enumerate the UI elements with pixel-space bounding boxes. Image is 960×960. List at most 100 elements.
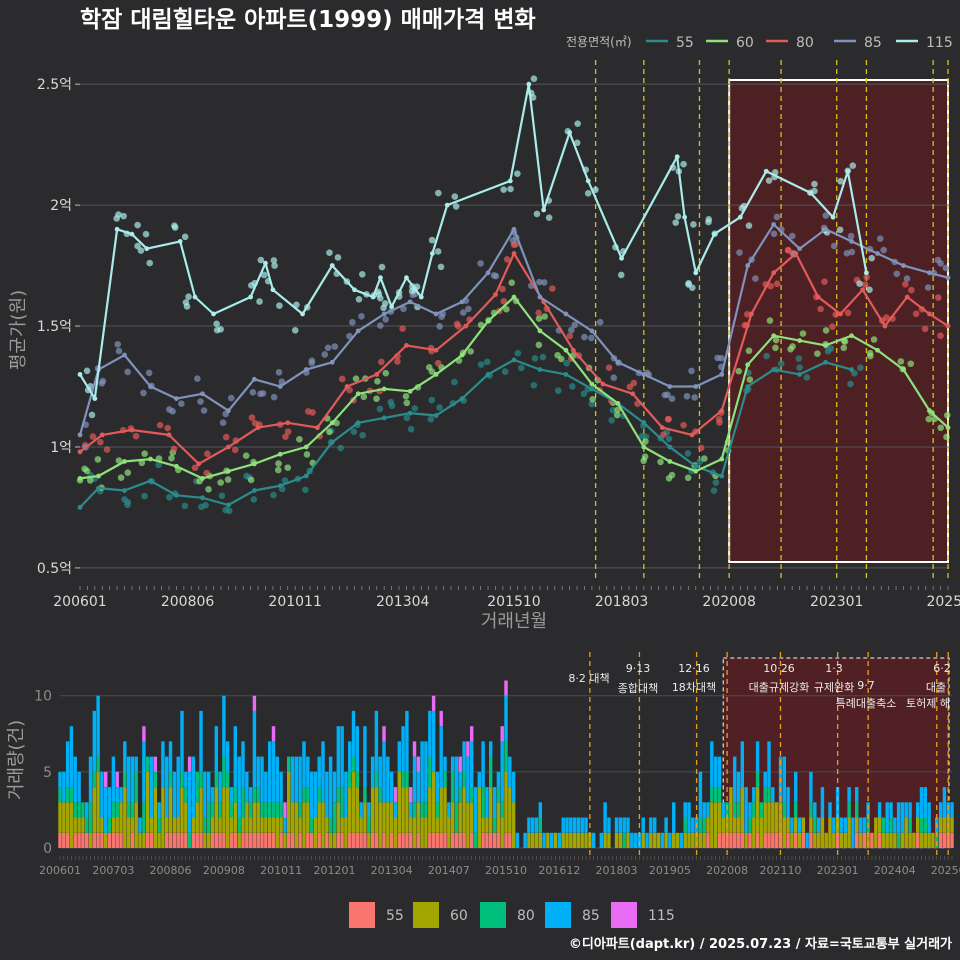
- bar-segment-60: [172, 817, 177, 833]
- bar-segment-80: [923, 817, 928, 833]
- bar-segment-55: [180, 832, 184, 848]
- line-marker: [277, 384, 283, 389]
- bar-segment-60: [820, 817, 825, 848]
- bar-segment-60: [694, 832, 699, 848]
- data-point: [358, 313, 365, 320]
- bar-segment-80: [168, 771, 173, 787]
- data-point: [857, 364, 864, 372]
- bar-segment-85: [290, 756, 295, 803]
- y-tick-label: 5: [43, 765, 52, 781]
- bar-segment-85: [797, 817, 802, 833]
- bar-segment-85: [321, 741, 325, 803]
- bar-segment-55: [260, 832, 264, 848]
- data-point: [535, 309, 542, 317]
- bar-segment-60: [450, 802, 455, 833]
- line-marker: [945, 323, 951, 329]
- bar-segment-60: [584, 832, 588, 848]
- data-point: [509, 237, 517, 244]
- data-point: [250, 496, 258, 503]
- line-marker: [96, 485, 101, 491]
- bar-segment-60: [919, 832, 924, 848]
- x-tick-label: 201304: [371, 864, 413, 877]
- line-marker: [433, 347, 439, 353]
- bar-segment-80: [443, 771, 447, 787]
- bar-segment-60: [264, 817, 268, 833]
- line-marker: [882, 323, 888, 329]
- bar-segment-115: [416, 756, 421, 772]
- bar-segment-85: [104, 787, 108, 833]
- legend-entry: 85: [864, 35, 882, 51]
- bar-segment-80: [142, 802, 146, 833]
- bar-segment-85: [481, 741, 485, 788]
- bar-segment-55: [725, 832, 729, 848]
- bar-segment-80: [435, 802, 440, 818]
- bar-segment-85: [904, 802, 908, 818]
- data-point: [334, 254, 342, 261]
- bar-segment-60: [123, 787, 127, 848]
- data-point: [382, 369, 390, 377]
- line-marker: [659, 425, 665, 431]
- bar-segment-60: [248, 817, 253, 833]
- bar-segment-60: [885, 832, 889, 848]
- bar-segment-60: [81, 817, 85, 833]
- bar-segment-60: [416, 802, 421, 833]
- line-marker: [370, 294, 376, 300]
- bar-segment-80: [115, 802, 119, 818]
- bar-segment-85: [645, 832, 649, 848]
- data-point: [124, 498, 132, 506]
- data-point: [467, 348, 474, 355]
- bar-segment-80: [424, 802, 428, 818]
- data-point: [197, 398, 204, 405]
- line-marker: [849, 238, 854, 244]
- bar-segment-60: [706, 817, 710, 833]
- data-point: [736, 249, 743, 256]
- data-point: [120, 212, 127, 220]
- x-tick-label: 201304: [376, 594, 430, 610]
- line-marker: [77, 505, 83, 510]
- line-marker: [251, 461, 257, 467]
- bar-segment-55: [58, 832, 62, 848]
- bar-segment-115: [439, 710, 443, 727]
- data-point: [664, 391, 671, 399]
- data-point: [907, 360, 915, 368]
- x-tick-label: 202110: [759, 864, 801, 877]
- bar-segment-80: [153, 771, 158, 787]
- line-marker: [667, 444, 673, 450]
- data-point: [291, 327, 299, 334]
- bar-segment-80: [195, 771, 199, 803]
- bar-segment-80: [229, 802, 234, 818]
- bar-segment-80: [881, 817, 886, 833]
- bar-segment-85: [378, 756, 382, 788]
- bar-segment-80: [481, 787, 485, 818]
- bar-segment-85: [294, 756, 299, 803]
- line-marker: [771, 333, 777, 339]
- bar-segment-55: [439, 832, 443, 848]
- top-policy-lines: [594, 60, 949, 580]
- bar-segment-85: [298, 756, 302, 803]
- data-point: [847, 380, 854, 388]
- line-marker: [433, 311, 439, 317]
- bottom-stacked-bars: [58, 680, 954, 848]
- data-point: [866, 286, 873, 293]
- bar-segment-55: [264, 832, 268, 848]
- bar-segment-60: [774, 802, 779, 833]
- bar-segment-85: [626, 817, 630, 833]
- bar-segment-80: [248, 802, 253, 818]
- bar-segment-85: [473, 787, 478, 833]
- bar-segment-60: [572, 832, 577, 848]
- data-point: [203, 469, 210, 477]
- bar-segment-55: [733, 832, 737, 848]
- bar-segment-60: [298, 817, 302, 833]
- data-point: [270, 393, 278, 401]
- bar-segment-80: [309, 817, 314, 833]
- bar-segment-85: [923, 787, 928, 818]
- bar-segment-85: [706, 802, 710, 818]
- line-marker: [277, 483, 283, 489]
- bar-segment-85: [382, 741, 386, 803]
- data-point: [168, 454, 175, 462]
- line-marker: [693, 270, 699, 276]
- line-marker: [875, 251, 880, 256]
- line-marker: [429, 251, 435, 256]
- data-point: [156, 421, 164, 429]
- bar-segment-60: [470, 802, 474, 833]
